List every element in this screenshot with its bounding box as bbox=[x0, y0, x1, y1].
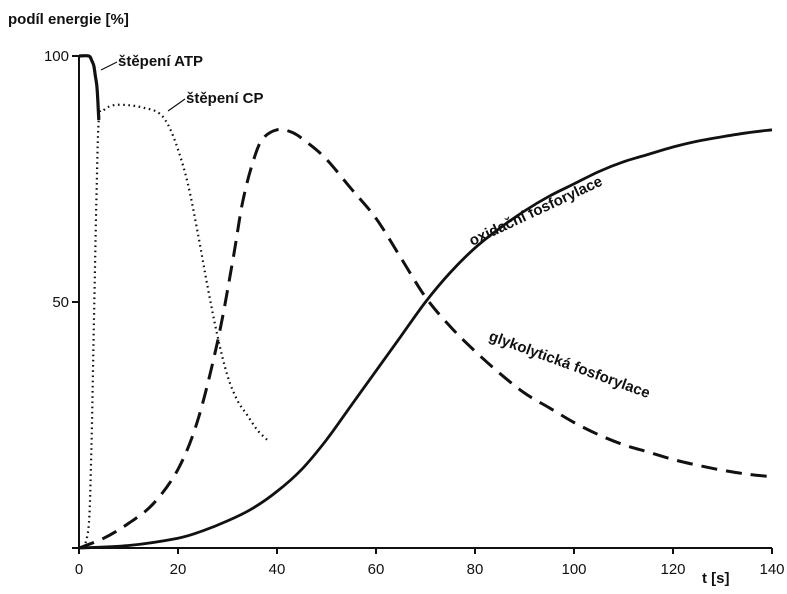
annotation-oxidative: oxidační fosforylace bbox=[467, 173, 606, 250]
annotation-glycolytic: glykolytická fosforylace bbox=[487, 328, 653, 402]
series-atp-splitting bbox=[78, 54, 101, 121]
y-tick-label: 100 bbox=[44, 48, 69, 65]
x-tick-label: 100 bbox=[561, 561, 586, 578]
x-tick-label: 140 bbox=[759, 561, 784, 578]
annotation-atp: štěpení ATP bbox=[118, 53, 203, 70]
series-layer bbox=[78, 54, 773, 550]
x-tick-label: 40 bbox=[269, 561, 286, 578]
y-tick-label: 50 bbox=[52, 294, 69, 311]
x-tick-label: 80 bbox=[467, 561, 484, 578]
series-cp-splitting bbox=[82, 103, 268, 549]
annotation-cp: štěpení CP bbox=[186, 90, 264, 107]
x-tick-label: 120 bbox=[660, 561, 685, 578]
x-ticks: 0 20 40 60 80 100 120 140 bbox=[75, 548, 785, 578]
annotation-atp-leader bbox=[100, 61, 118, 71]
x-tick-label: 60 bbox=[368, 561, 385, 578]
annotation-cp-leader bbox=[167, 98, 186, 112]
y-ticks: 50 100 bbox=[44, 48, 79, 549]
y-axis-label: podíl energie [%] bbox=[8, 11, 129, 28]
series-oxidative bbox=[78, 128, 773, 550]
x-tick-label: 0 bbox=[75, 561, 83, 578]
x-tick-label: 20 bbox=[170, 561, 187, 578]
series-glycolytic bbox=[78, 127, 773, 550]
x-axis-label: t [s] bbox=[702, 570, 730, 587]
